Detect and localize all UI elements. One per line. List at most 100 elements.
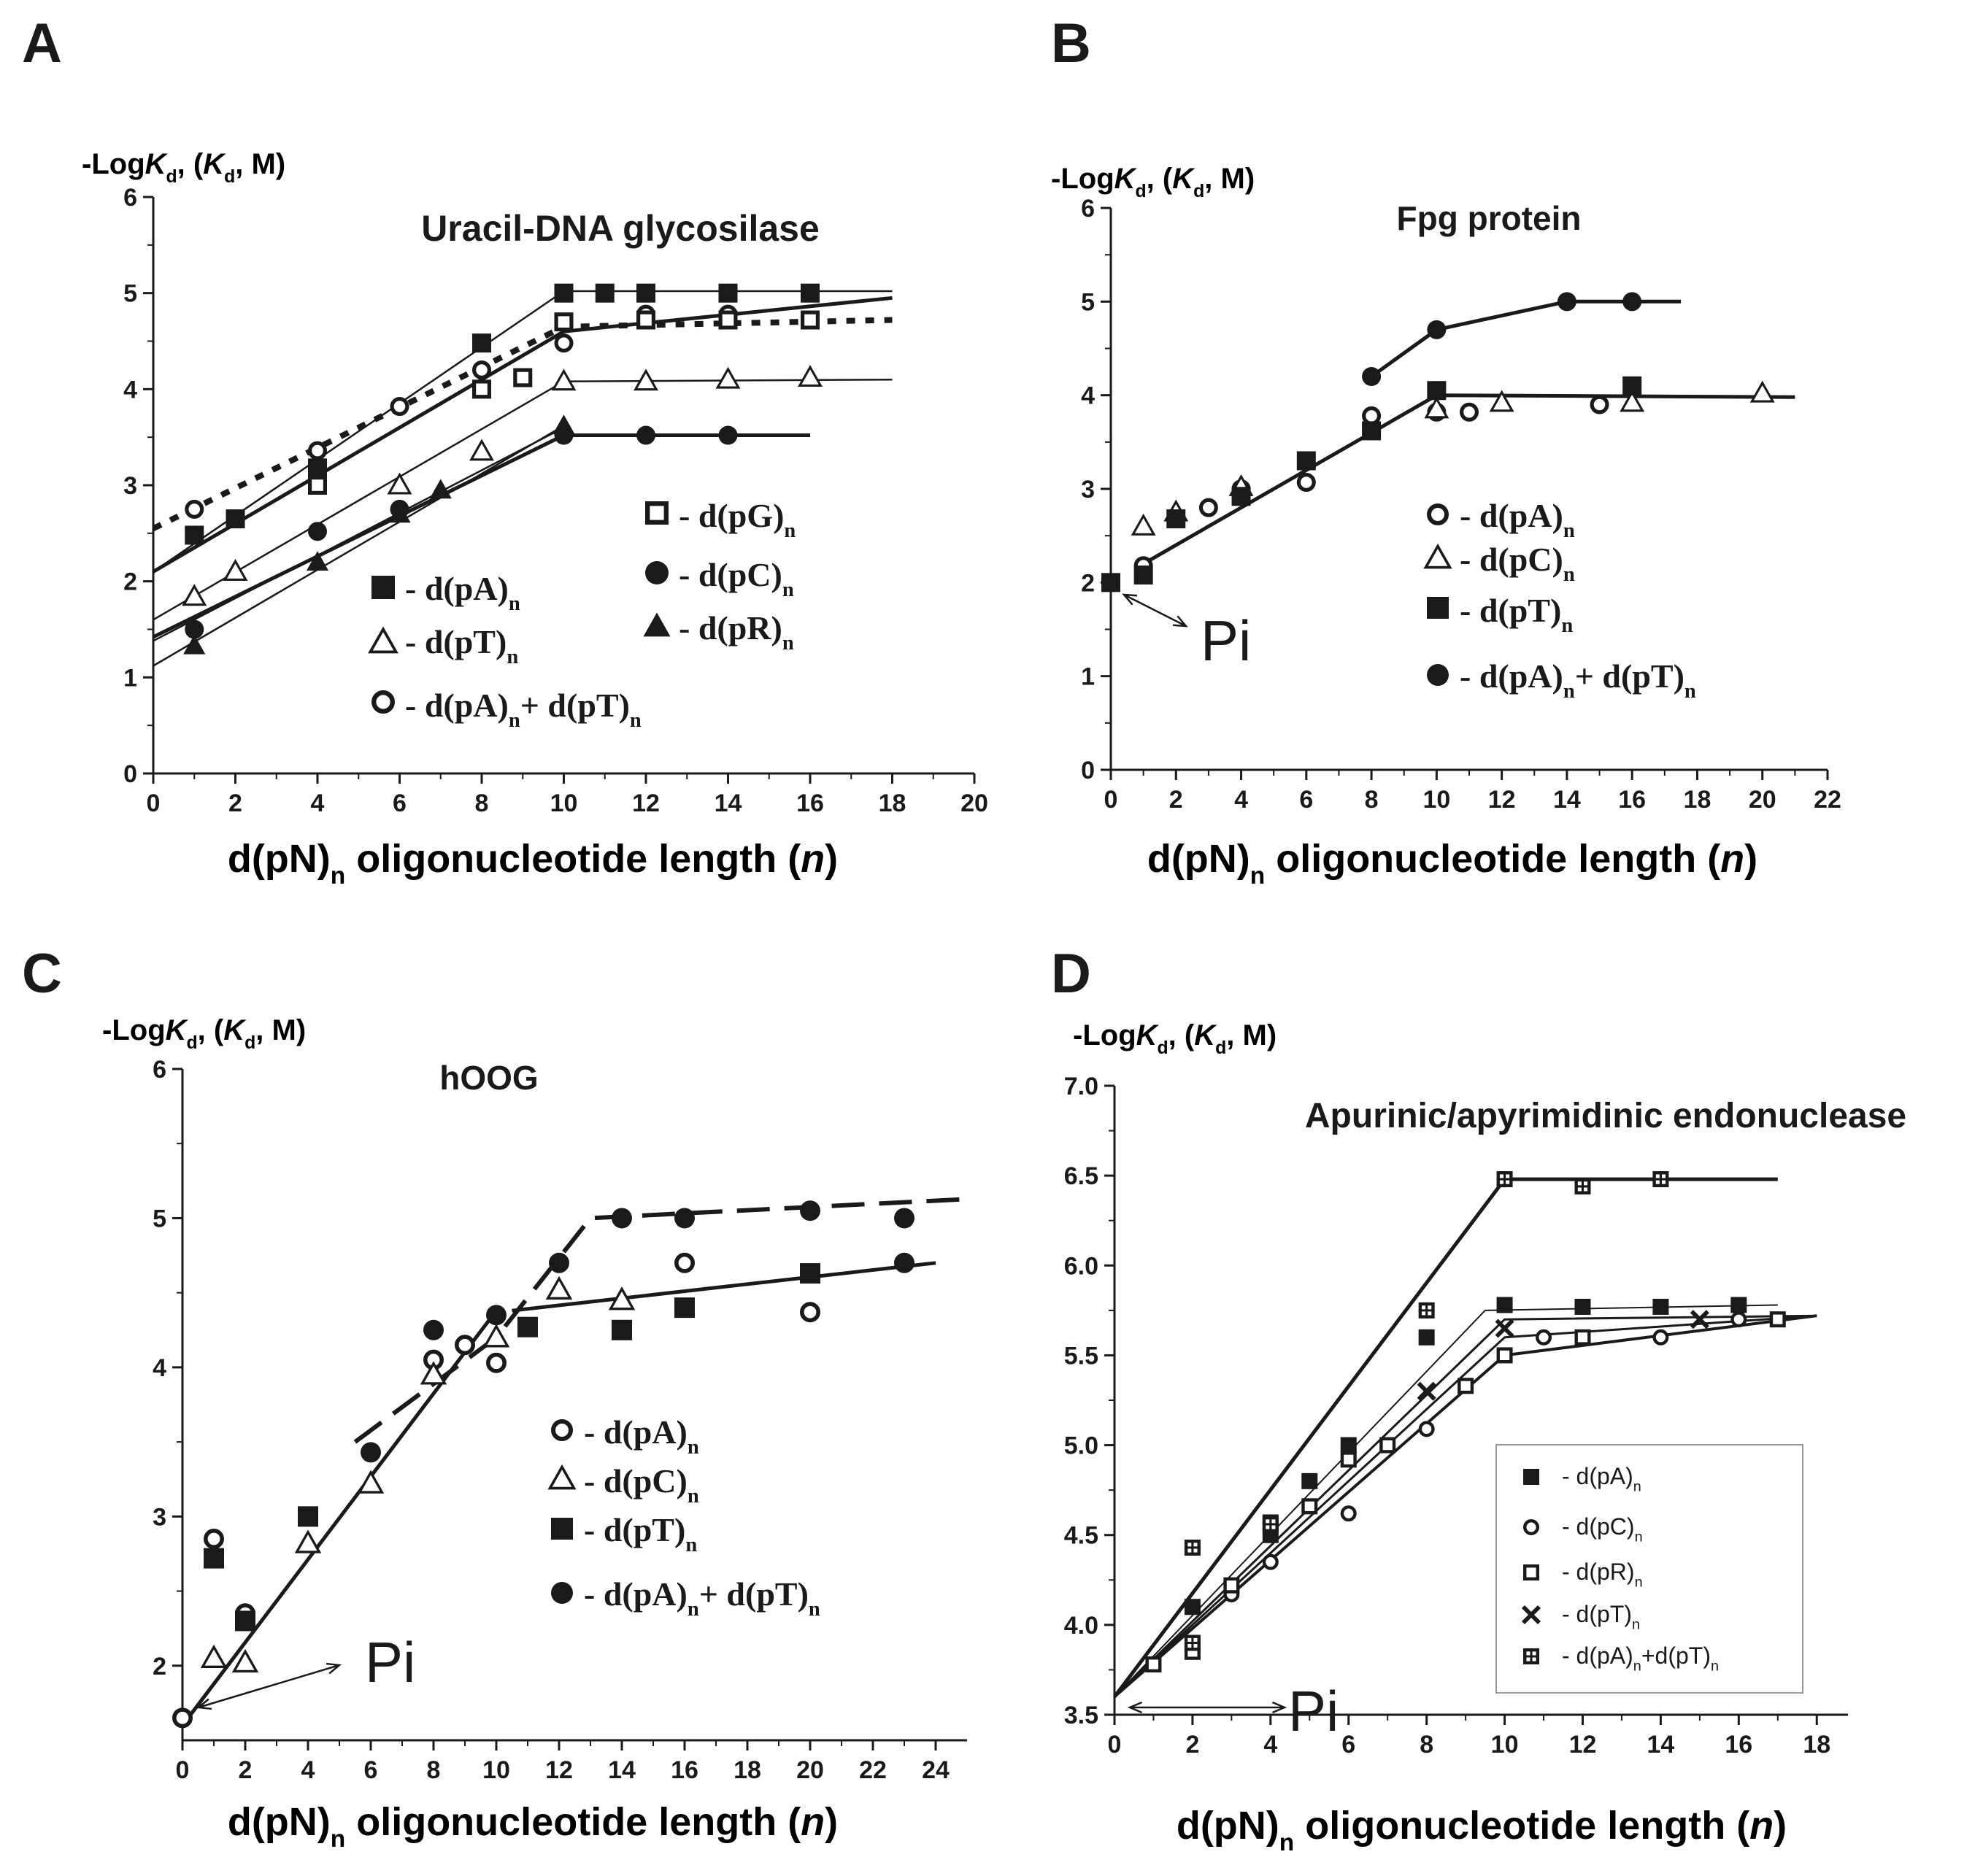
data-point [231,1648,259,1673]
panel-d: D 0 2 4 6 8 10 12 14 16 18 3.5 4.0 4.5 5.0 5.5 6.0 6.5 7.0… [1051,943,1906,1856]
x-tick-label: 14 [1553,786,1581,814]
pi-annotation: Pi [1288,1679,1339,1743]
x-tick-label: 8 [427,1756,441,1784]
data-point [1101,573,1120,592]
y-tick-label: 5 [153,1205,166,1232]
legend-marker [1521,1605,1541,1625]
legend-marker [1522,1518,1539,1535]
x-tick-label: 8 [1365,786,1379,814]
data-point [1418,1302,1435,1319]
data-point-plus [1262,1516,1279,1532]
data-point [1496,1171,1513,1188]
pi-annotation: Pi [1201,609,1251,673]
data-point [1622,292,1642,312]
data-point [387,472,412,495]
y-tick-label: 4 [153,1354,166,1382]
panel-letter: B [1051,12,1091,74]
y-tick-label: 6 [153,1056,166,1084]
x-tick-label: 18 [1684,786,1711,814]
legend-label: - d(pA)n+d(pT)n [1562,1643,1719,1675]
data-point [306,551,329,571]
data-point [636,425,655,445]
data-point [1231,487,1251,506]
y-tick-label: 4 [123,376,137,404]
data-point [226,509,245,529]
data-point [235,1610,255,1632]
data-point [1198,498,1218,517]
x-tick-label: 14 [608,1756,636,1784]
pi-arrow-head [1127,1701,1143,1714]
data-point-plus [1652,1171,1669,1188]
data-point [894,1252,915,1273]
y-tick-label: 6 [123,184,137,212]
pi-arrow-head [326,1662,342,1675]
legend-label: - d(pT)n [1562,1601,1640,1633]
legend-label: - d(pA)n [405,570,520,615]
x-tick-label: 4 [1234,786,1248,814]
data-point [482,1324,510,1348]
data-point [595,283,615,303]
data-point [1145,1656,1162,1673]
data-point [1730,1311,1747,1328]
data-point [298,1506,318,1527]
data-point [429,479,452,499]
x-axis-label: d(pN)n oligonucleotide length (n) [228,837,838,889]
x-tick-label: 16 [1618,786,1646,814]
data-point [1536,1329,1552,1346]
data-point [454,1335,475,1356]
data-point [718,425,738,445]
y-tick-label: 0 [1081,757,1095,784]
y-axis-label: -LogKd, (Kd, M) [1051,163,1255,201]
x-tick-label: 0 [147,790,161,817]
y-tick-label: 7.0 [1064,1073,1098,1100]
legend-marker [1427,503,1449,525]
data-point [1223,1577,1240,1594]
data-point [185,525,204,545]
data-point [390,397,409,417]
data-point [471,379,491,399]
data-point [420,1361,447,1385]
data-point [308,458,327,478]
x-tick-label: 10 [1422,786,1450,814]
y-tick-label: 4.0 [1064,1612,1098,1640]
data-point [798,365,823,387]
data-point [634,368,658,391]
x-tick-label: 8 [1420,1731,1433,1759]
data-point [674,1208,695,1229]
pi-arrow [198,1664,340,1709]
fit-line [353,1196,974,1444]
data-point-plus [1574,1178,1591,1194]
data-point [800,310,820,330]
data-point [1690,1310,1709,1329]
chart-title: Fpg protein [1397,199,1582,237]
data-point [1131,513,1156,536]
x-axis-label: d(pN)n oligonucleotide length (n) [1147,837,1757,889]
x-tick-label: 2 [239,1756,253,1784]
x-tick-label: 12 [1569,1731,1597,1759]
chart-title: hOOG [439,1059,538,1097]
data-point [1495,1319,1514,1338]
data-point [636,310,655,330]
data-point [1301,1498,1318,1515]
data-point [551,368,577,391]
data-point [1622,376,1642,395]
x-axis-label: d(pN)n oligonucleotide length (n) [228,1800,838,1853]
legend-marker [645,501,669,525]
data-point [513,368,533,387]
data-point [1496,1297,1513,1313]
data-point [1652,1329,1669,1346]
legend-marker [1522,1564,1539,1580]
chart-title: Uracil-DNA glycosilase [421,208,820,249]
data-point [552,414,575,435]
fit-line [512,1261,936,1313]
data-point [203,1529,224,1550]
x-tick-label: 10 [1491,1731,1519,1759]
data-point [1379,1437,1396,1454]
legend-marker [551,1419,573,1441]
x-tick-label: 6 [364,1756,378,1784]
data-point [486,1305,507,1326]
data-point [1340,1437,1357,1454]
